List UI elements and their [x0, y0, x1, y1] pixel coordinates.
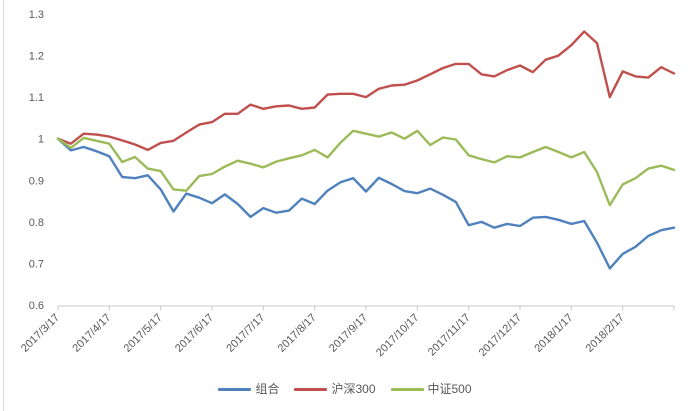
series-line-0 — [56, 137, 676, 270]
legend-swatch-hs300 — [294, 387, 328, 391]
y-axis-label: 1.2 — [29, 51, 44, 63]
legend-swatch-csi500 — [390, 387, 424, 391]
y-axis-label: 0.6 — [29, 300, 44, 312]
legend-swatch-portfolio — [218, 387, 252, 391]
window-left-border — [3, 0, 4, 411]
y-axis-label: 1.3 — [29, 9, 44, 21]
x-axis-label: 2017/4/17 — [70, 312, 113, 355]
x-axis-label: 2018/1/17 — [532, 312, 575, 355]
x-axis-label: 2017/5/17 — [122, 312, 165, 355]
y-axis-label: 1 — [38, 134, 44, 146]
legend-item-csi500: 中证500 — [390, 382, 472, 396]
y-axis-label: 0.9 — [29, 175, 44, 187]
x-axis-label: 2017/7/17 — [224, 312, 267, 355]
series-line-2 — [56, 129, 676, 207]
legend-item-hs300: 沪深300 — [294, 382, 376, 396]
x-axis-label: 2017/11/17 — [426, 312, 473, 359]
line-chart: 0.6 0.7 0.8 0.9 1 1.1 1.2 1.3 2017/3/17 2017/4/17… — [19, 9, 676, 359]
legend-label-csi500: 中证500 — [427, 382, 472, 396]
legend-label-hs300: 沪深300 — [331, 382, 376, 396]
legend-label-portfolio: 组合 — [255, 382, 280, 396]
x-axis-label: 2018/2/17 — [584, 312, 627, 355]
x-axis-label: 2017/8/17 — [276, 312, 319, 355]
x-axis-label: 2017/9/17 — [327, 312, 370, 355]
x-axis-label: 2017/12/17 — [477, 312, 524, 359]
y-axis-label: 0.8 — [29, 217, 44, 229]
y-axis-label: 1.1 — [29, 92, 44, 104]
series-line-1 — [56, 30, 676, 152]
x-axis-label: 2017/6/17 — [173, 312, 216, 355]
x-axis-label: 2017/3/17 — [19, 312, 62, 355]
y-axis-label: 0.7 — [29, 258, 44, 270]
legend-item-portfolio: 组合 — [218, 383, 279, 395]
x-axis-label: 2017/10/17 — [374, 312, 421, 359]
chart-legend: 组合 沪深300 中证500 — [0, 379, 690, 399]
